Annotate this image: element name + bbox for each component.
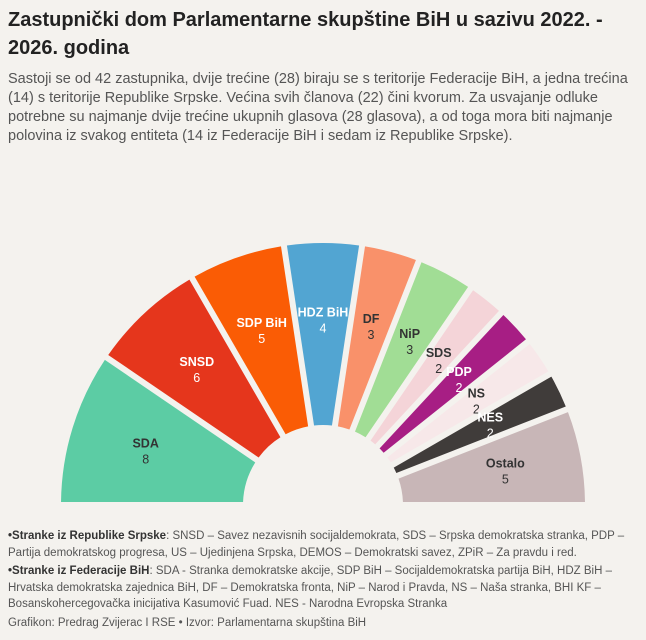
slice-value-pdp: 2 [456, 381, 463, 395]
slice-label-ns: NS [468, 386, 485, 400]
footnote-rs: •Stranke iz Republike Srpske: SNSD – Sav… [8, 528, 642, 561]
slice-df [337, 246, 416, 430]
chart-labels: SDA 8 SNSD 6 SDP BiH 5 HDZ BiH 4 DF 3 NiP 3 SDS 2 PDP 2… [132, 305, 525, 486]
slice-label-nip: NiP [399, 327, 420, 341]
footnote-rs-label: •Stranke iz Republike Srpske [8, 530, 167, 542]
slice-nip [354, 262, 469, 438]
slice-label-sds: SDS [426, 346, 452, 360]
slice-value-ns: 2 [473, 402, 480, 416]
slice-value-hdz-bih: 4 [320, 321, 327, 335]
slice-label-ostalo: Ostalo [486, 457, 525, 471]
slice-label-pdp: PDP [446, 365, 472, 379]
slice-sds [370, 290, 499, 445]
slice-value-sdp-bih: 5 [258, 332, 265, 346]
slice-value-snsd: 6 [193, 371, 200, 385]
chart-description: Sastoji se od 42 zastupnika, dvije treći… [8, 71, 628, 144]
slice-label-hdz-bih: HDZ BiH [298, 305, 349, 319]
slice-sda [61, 359, 256, 503]
slice-value-sda: 8 [142, 452, 149, 466]
slice-label-df: DF [363, 312, 380, 326]
slice-label-nes: NES [477, 410, 503, 424]
slice-value-df: 3 [368, 328, 375, 342]
slice-pdp [379, 314, 526, 453]
slice-nes [393, 376, 566, 474]
slice-ns [387, 344, 549, 463]
slice-label-sda: SDA [132, 436, 158, 450]
slice-snsd [108, 279, 281, 458]
footnote-fbih-label: •Stranke iz Federacije BiH [8, 565, 150, 577]
footnotes: •Stranke iz Republike Srpske: SNSD – Sav… [8, 528, 642, 615]
slice-value-sds: 2 [435, 362, 442, 376]
slice-value-ostalo: 5 [502, 473, 509, 487]
parliament-semicircle-chart: SDA 8 SNSD 6 SDP BiH 5 HDZ BiH 4 DF 3 NiP 3 SDS 2 PDP 2… [61, 243, 585, 503]
slice-sdp-bih [194, 246, 309, 435]
chart-slices [61, 243, 585, 503]
footnote-fbih: •Stranke iz Federacije BiH: SDA - Strank… [8, 563, 642, 613]
slice-ostalo [398, 412, 585, 503]
chart-credit: Grafikon: Predrag Zvijerac I RSE • Izvor… [8, 617, 367, 629]
slice-label-snsd: SNSD [179, 355, 214, 369]
chart-title: Zastupnički dom Parlamentarne skupštine … [8, 9, 603, 59]
slice-value-nip: 3 [406, 343, 413, 357]
footnote-fbih-text: : SDA - Stranka demokratske akcije, SDP … [8, 565, 612, 610]
footnote-rs-text: : SNSD – Savez nezavisnih socijaldemokra… [8, 530, 625, 559]
slice-hdz-bih [286, 243, 360, 426]
slice-value-nes: 2 [487, 426, 494, 440]
slice-label-sdp-bih: SDP BiH [236, 316, 286, 330]
